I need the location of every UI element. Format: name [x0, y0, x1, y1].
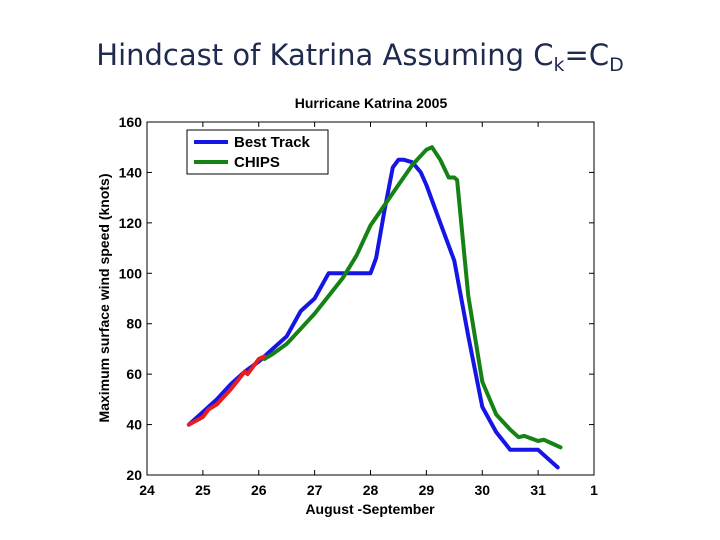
slide-title-subscript-k: k — [553, 54, 565, 76]
x-tick-label: 26 — [251, 482, 267, 498]
slide-title-subscript-d: D — [609, 54, 624, 76]
x-tick-label: 27 — [307, 482, 323, 498]
y-tick-label: 120 — [119, 215, 143, 231]
y-tick-label: 160 — [119, 114, 143, 130]
x-axis-label: August -September — [305, 501, 435, 517]
x-tick-label: 31 — [530, 482, 546, 498]
slide-title-equals: =C — [564, 38, 610, 72]
slide-title: Hindcast of Katrina Assuming Ck=CD — [0, 38, 720, 76]
legend-box — [186, 129, 329, 175]
y-tick-label: 140 — [119, 164, 143, 180]
x-tick-label: 25 — [195, 482, 211, 498]
legend-label-best-track: Best Track — [234, 134, 311, 151]
chart-title: Hurricane Katrina 2005 — [295, 95, 448, 111]
x-tick-label: 29 — [419, 482, 435, 498]
series-layer — [186, 145, 563, 470]
legend-label-chips: CHIPS — [234, 154, 280, 171]
series-line-early-observed — [186, 354, 267, 427]
legend: Best Track CHIPS — [186, 129, 329, 175]
x-tick-label: 30 — [474, 482, 490, 498]
y-tick-label: 40 — [126, 417, 142, 433]
y-tick-label: 60 — [126, 366, 142, 382]
y-tick-label: 20 — [126, 467, 142, 483]
y-tick-label: 80 — [126, 316, 142, 332]
x-tick-label: 24 — [139, 482, 155, 498]
plot-frame — [146, 121, 595, 476]
x-tick-label: 28 — [363, 482, 379, 498]
y-tick-label: 100 — [119, 265, 143, 281]
x-tick-label: 1 — [590, 482, 598, 498]
slide-title-main: Hindcast of Katrina Assuming C — [96, 38, 554, 72]
y-axis-label: Maximum surface wind speed (knots) — [96, 174, 112, 423]
series-line-chips — [262, 145, 563, 450]
